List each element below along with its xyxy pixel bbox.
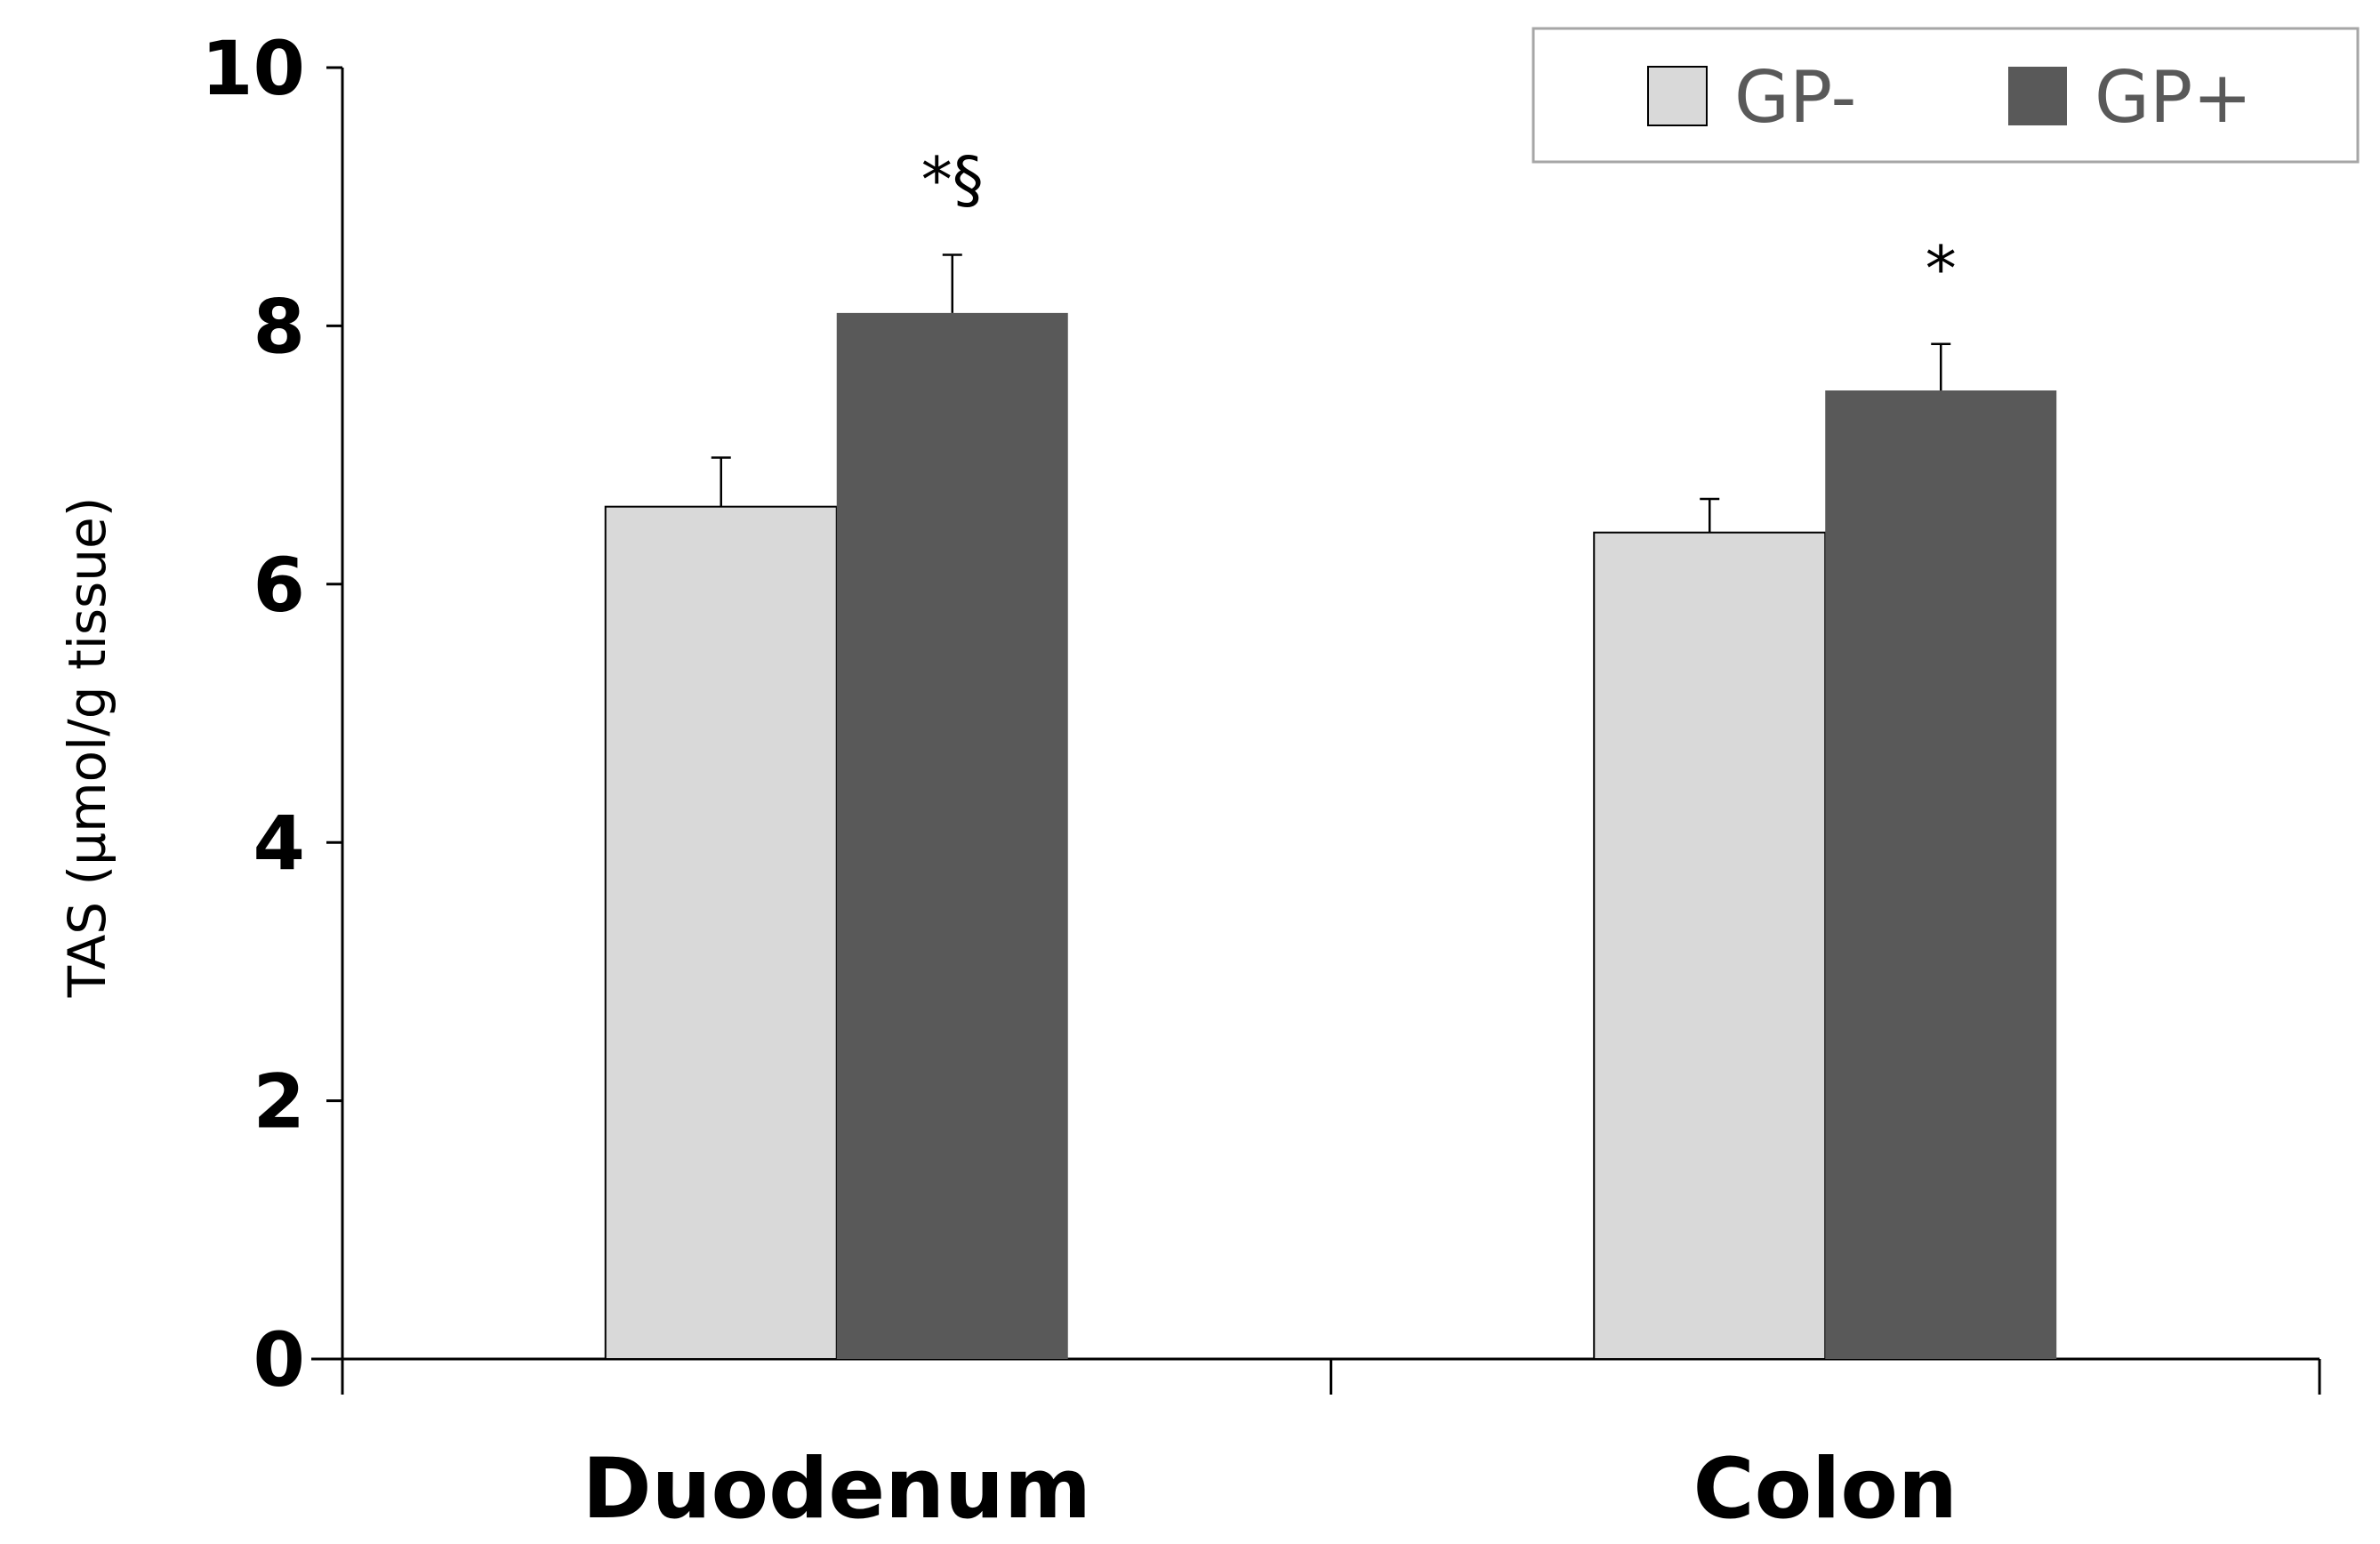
bar-colon-gp-plus	[1825, 390, 2057, 1359]
significance-marker: *	[1926, 233, 1957, 306]
y-tick-label: 6	[253, 542, 305, 629]
bar-duodenum-gp-minus	[604, 505, 838, 1360]
legend: GP- GP+	[1532, 27, 2360, 164]
y-axis-label: TAS (µmol/g tissue)	[57, 497, 117, 999]
y-tick-label: 10	[201, 25, 305, 112]
significance-marker: *§	[921, 144, 984, 217]
y-tick-label: 2	[253, 1058, 305, 1146]
legend-label-gp-minus: GP-	[1734, 56, 1856, 139]
legend-swatch-gp-minus	[1647, 66, 1708, 126]
bar-duodenum-gp-plus	[836, 312, 1068, 1359]
y-tick-label: 4	[253, 800, 305, 887]
y-tick-label: 8	[253, 283, 305, 370]
significance-annotations: *§ *	[921, 144, 1957, 306]
x-tick-label-colon: Colon	[1693, 1441, 1958, 1538]
error-bars	[711, 253, 1951, 533]
bars	[604, 312, 2057, 1360]
bar-colon-gp-minus	[1593, 531, 1827, 1360]
x-tick-label-duodenum: Duodenum	[583, 1441, 1091, 1538]
y-axis-ticks: 0 2 4 6 8 10	[201, 25, 342, 1403]
legend-swatch-gp-plus	[2008, 67, 2067, 125]
legend-label-gp-plus: GP+	[2095, 56, 2252, 139]
x-axis-ticks: Duodenum Colon	[341, 1359, 2321, 1538]
y-tick-label: 0	[253, 1316, 305, 1403]
